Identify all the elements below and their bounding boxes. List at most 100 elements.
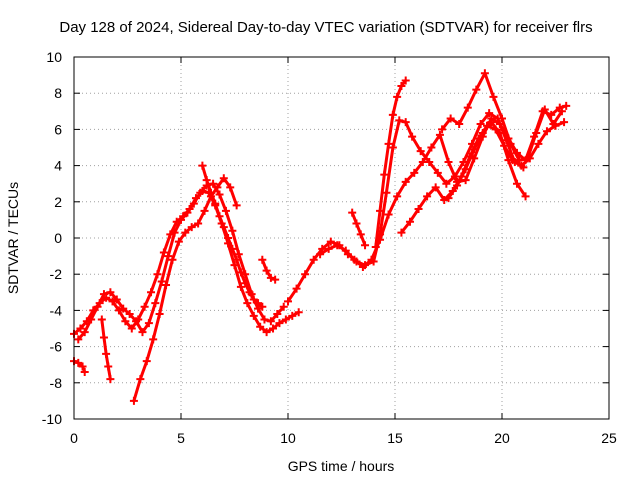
chart-title: Day 128 of 2024, Sidereal Day-to-day VTE… <box>59 19 592 36</box>
data-point <box>262 328 271 337</box>
data-point <box>266 273 275 282</box>
data-point <box>183 208 192 217</box>
data-point <box>234 250 243 259</box>
data-point <box>358 262 367 271</box>
data-point <box>423 192 432 201</box>
data-point <box>480 69 489 78</box>
data-point <box>213 183 222 192</box>
data-point <box>215 190 224 199</box>
data-point <box>106 375 115 384</box>
data-point <box>260 315 269 324</box>
y-tick-label: -4 <box>50 302 63 318</box>
data-point <box>384 139 393 148</box>
data-point <box>418 157 427 166</box>
x-tick-label: 5 <box>177 430 185 446</box>
data-point <box>542 127 551 136</box>
data-point <box>249 295 258 304</box>
data-point <box>80 328 89 337</box>
data-point <box>470 145 479 154</box>
data-point <box>232 201 241 210</box>
data-point <box>461 165 470 174</box>
data-point <box>266 317 275 326</box>
data-point <box>151 299 160 308</box>
y-tick-label: -2 <box>50 266 63 282</box>
data-point <box>324 244 333 253</box>
y-tick-label: 0 <box>54 230 62 246</box>
data-point <box>476 119 485 128</box>
data-point <box>132 317 141 326</box>
series-track-3 <box>129 174 241 405</box>
data-point <box>350 255 359 264</box>
data-point <box>326 237 335 246</box>
data-point <box>127 324 136 333</box>
data-point <box>157 277 166 286</box>
data-point <box>119 304 128 313</box>
series-line <box>350 211 367 247</box>
data-point <box>384 210 393 219</box>
data-point <box>121 317 130 326</box>
data-point <box>284 297 292 306</box>
data-point <box>453 181 462 190</box>
data-point <box>416 147 425 156</box>
data-point <box>198 161 207 170</box>
data-point <box>97 315 106 324</box>
data-point <box>112 295 121 304</box>
data-point <box>249 311 258 320</box>
series-track-9 <box>444 118 530 203</box>
data-point <box>438 125 447 134</box>
x-tick-label: 20 <box>494 430 510 446</box>
data-point <box>138 328 147 337</box>
series-track-6 <box>371 76 410 252</box>
data-point <box>159 248 168 257</box>
data-point <box>74 358 83 367</box>
data-point <box>241 279 250 288</box>
data-point <box>557 107 566 116</box>
data-point <box>401 177 410 186</box>
data-point <box>316 250 325 259</box>
series-track-8 <box>438 69 566 165</box>
data-point <box>301 270 310 279</box>
data-point <box>74 335 83 344</box>
data-point <box>461 176 470 185</box>
y-axis-label: SDTVAR / TECUs <box>5 182 21 294</box>
data-point <box>200 206 209 215</box>
data-point <box>129 396 138 405</box>
data-point <box>401 76 410 85</box>
data-point <box>397 81 406 90</box>
data-point <box>517 161 526 170</box>
data-point <box>446 114 455 123</box>
data-point <box>153 270 162 279</box>
data-point <box>108 297 117 306</box>
data-point <box>309 255 318 264</box>
data-point <box>388 143 397 152</box>
data-point <box>147 288 156 297</box>
x-tick-label: 0 <box>70 430 78 446</box>
data-point <box>99 290 108 299</box>
data-point <box>382 188 391 197</box>
data-point <box>431 183 440 192</box>
data-point <box>489 92 498 101</box>
series-track-13 <box>258 255 280 284</box>
y-tick-label: 10 <box>46 49 62 65</box>
data-point <box>219 223 228 232</box>
data-point <box>215 212 224 221</box>
data-point <box>245 288 254 297</box>
data-point <box>196 188 205 197</box>
series-track-10 <box>198 161 267 311</box>
data-point <box>405 217 414 226</box>
data-point <box>540 105 549 114</box>
data-point <box>341 246 350 255</box>
series-track-4 <box>284 109 528 306</box>
data-point <box>397 228 406 237</box>
series-line <box>286 111 525 303</box>
data-point <box>228 226 237 235</box>
plot-frame <box>73 56 610 420</box>
data-point <box>202 176 211 185</box>
data-point <box>243 299 252 308</box>
data-point <box>168 255 177 264</box>
data-point <box>174 237 183 246</box>
data-point <box>361 241 370 250</box>
data-point <box>515 156 524 165</box>
data-point <box>228 244 237 253</box>
data-point <box>560 118 569 127</box>
